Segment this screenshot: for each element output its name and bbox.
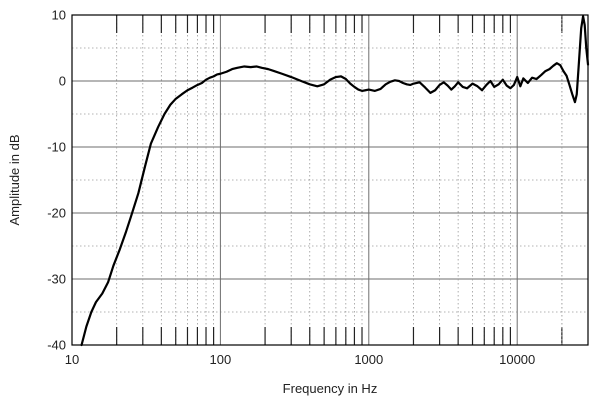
series-layer bbox=[80, 15, 590, 347]
grid bbox=[72, 15, 588, 345]
x-tick-label: 1000 bbox=[354, 352, 383, 367]
y-tick-label: -20 bbox=[47, 206, 66, 221]
y-tick-label: -40 bbox=[47, 338, 66, 353]
y-tick-label: 10 bbox=[52, 8, 66, 23]
x-tick-label: 10 bbox=[65, 352, 79, 367]
x-axis-title: Frequency in Hz bbox=[283, 381, 378, 396]
series-line-1 bbox=[80, 15, 590, 347]
y-axis-title: Amplitude in dB bbox=[7, 134, 22, 225]
y-tick-label: 0 bbox=[59, 74, 66, 89]
y-tick-label: -10 bbox=[47, 140, 66, 155]
plot-area-frame bbox=[71, 14, 589, 346]
x-tick-label: 100 bbox=[210, 352, 232, 367]
y-tick-label: -30 bbox=[47, 272, 66, 287]
x-tick-label: 10000 bbox=[499, 352, 535, 367]
